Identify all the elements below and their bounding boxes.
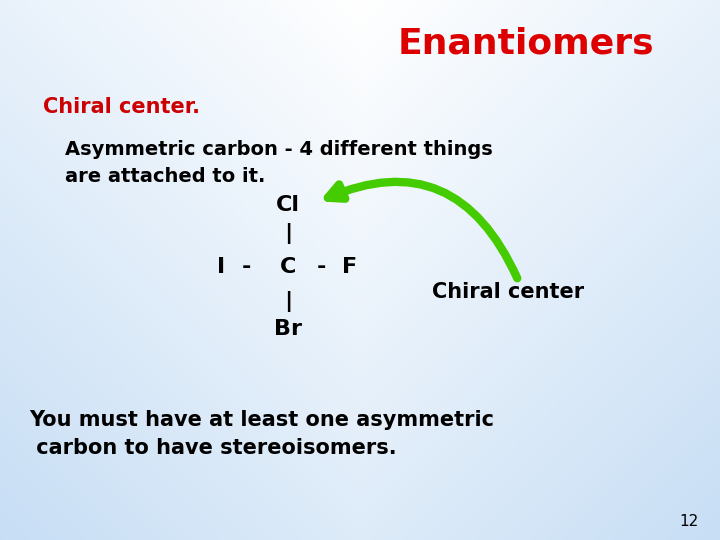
Text: Asymmetric carbon - 4 different things
are attached to it.: Asymmetric carbon - 4 different things a… — [65, 140, 492, 186]
Text: Enantiomers: Enantiomers — [397, 27, 654, 61]
Text: Chiral center: Chiral center — [432, 281, 584, 302]
FancyArrowPatch shape — [328, 182, 517, 278]
Text: Br: Br — [274, 319, 302, 340]
Text: I: I — [217, 257, 225, 278]
Text: -: - — [241, 257, 251, 278]
Text: Cl: Cl — [276, 195, 300, 215]
Text: C: C — [280, 257, 296, 278]
Text: -: - — [317, 257, 327, 278]
Text: F: F — [341, 257, 357, 278]
Text: Chiral center.: Chiral center. — [43, 97, 200, 117]
Text: You must have at least one asymmetric
 carbon to have stereoisomers.: You must have at least one asymmetric ca… — [29, 410, 494, 458]
Text: |: | — [284, 291, 292, 312]
Text: 12: 12 — [679, 514, 698, 529]
Text: |: | — [284, 223, 292, 244]
